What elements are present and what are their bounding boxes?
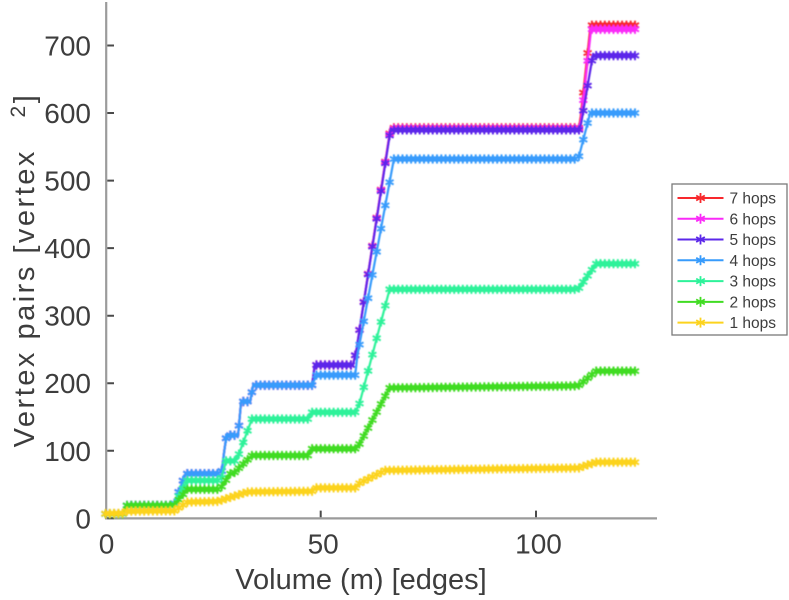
svg-text:400: 400 [44,233,91,264]
svg-text:Volume (m) [edges]: Volume (m) [edges] [235,564,486,596]
svg-text:2 hops: 2 hops [730,294,777,311]
svg-text:0: 0 [75,503,91,534]
svg-text:600: 600 [44,98,91,129]
svg-text:4 hops: 4 hops [730,253,777,270]
svg-text:700: 700 [44,31,91,62]
svg-text:7 hops: 7 hops [730,191,777,208]
svg-text:100: 100 [44,436,91,467]
svg-text:100: 100 [515,529,562,560]
svg-text:200: 200 [44,368,91,399]
svg-text:50: 50 [308,529,339,560]
svg-text:3 hops: 3 hops [730,274,777,291]
svg-text:6 hops: 6 hops [730,211,777,228]
svg-text:0: 0 [99,529,115,560]
svg-text:5 hops: 5 hops [730,232,777,249]
svg-text:1 hops: 1 hops [730,315,777,332]
svg-text:Vertex pairs [vertex 2]: Vertex pairs [vertex 2] [7,93,41,448]
svg-text:300: 300 [44,301,91,332]
svg-text:500: 500 [44,166,91,197]
